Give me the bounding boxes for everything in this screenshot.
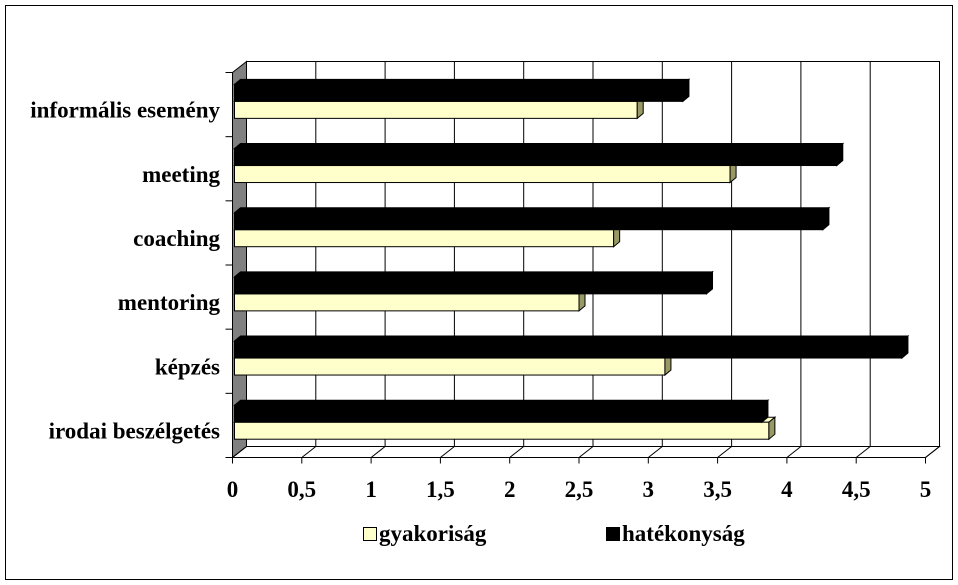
legend-item-gyakorisag: gyakoriság [363,521,487,546]
bar-top-face [233,143,845,150]
legend: gyakoriság hatékonyság [363,521,745,546]
bar-front-face [234,212,824,231]
bar-hatekonysag [233,334,910,360]
bar-front-face [234,165,731,184]
floor-gridline [440,446,455,458]
x-tick-label: 1,5 [426,477,455,502]
x-tick-label: 4,5 [842,477,871,502]
bar-front-face [234,276,708,295]
bar-front-face [234,340,903,359]
bar-hatekonysag [233,78,691,103]
x-axis: 0 0,5 1 1,5 2 2,5 3 3,5 4 4,5 5 [227,457,932,502]
category-group [233,270,714,312]
bar-side-face [901,334,909,360]
bar-top-face [233,335,910,342]
floor-gridline [925,446,940,458]
x-tick-label: 2 [504,477,516,502]
category-group [233,206,831,248]
legend-label-gyakorisag: gyakoriság [379,521,487,546]
y-axis: informális esemény meeting coaching mentori… [30,72,233,458]
left-wall [232,60,247,459]
bar-front-face [234,83,684,102]
category-label: meeting [142,162,220,187]
bar-hatekonysag [233,206,831,231]
floor-gridline [301,446,317,458]
x-tick-label: 4 [781,477,793,502]
bar-side-face [822,206,830,231]
category-group [233,334,910,377]
bar-top-face [233,78,691,85]
floor-gridline [578,446,594,458]
floor-gridline [786,446,802,458]
bar-side-face [761,399,769,424]
legend-swatch-hatekonysag [606,527,620,541]
floor-gridline [855,446,871,458]
bar-top-face [233,207,831,214]
bar-side-face [706,270,714,295]
x-tick-label: 2,5 [565,477,594,502]
category-label: irodai beszélgetés [49,419,220,444]
bar-side-face [682,78,690,103]
bar-side-face [768,416,776,441]
category-label: informális esemény [30,98,220,123]
walls-and-grid [231,60,941,459]
bar-front-face [234,229,615,248]
x-tick-label: 5 [920,477,932,502]
category-label: coaching [133,226,220,251]
category-label: képzés [155,354,220,379]
floor-gridline [717,446,732,458]
x-tick-label: 1 [365,477,377,502]
category-label: mentoring [118,290,221,315]
category-group [233,78,691,120]
bars [233,78,910,441]
x-tick-label: 0,5 [287,477,316,502]
bar-top-face [233,399,770,406]
legend-item-hatekonysag: hatékonyság [606,521,745,546]
floor-gridline [647,446,663,458]
floor-gridline [370,446,386,458]
legend-swatch-gyakorisag [363,527,377,541]
floor-gridline [509,446,525,458]
plot-area: 0 0,5 1 1,5 2 2,5 3 3,5 4 4,5 5 informális esemény m… [30,60,941,502]
bar-front-face [234,293,580,312]
bar-front-face [234,421,770,440]
bar-front-face [234,357,666,376]
bar-front-face [234,148,838,167]
bar-side-face [836,142,844,167]
bar-front-face [234,404,763,423]
bar-hatekonysag [233,399,770,424]
category-group [233,142,845,184]
bar-top-face [233,271,714,278]
legend-label-hatekonysag: hatékonyság [622,521,745,546]
bar-hatekonysag [233,142,845,167]
bar-hatekonysag [233,270,714,295]
x-tick-label: 3,5 [703,477,732,502]
floor-gridline [232,446,247,458]
bar-front-face [234,100,638,119]
x-tick-label: 3 [643,477,655,502]
x-tick-label: 0 [227,477,239,502]
category-group [233,399,777,441]
